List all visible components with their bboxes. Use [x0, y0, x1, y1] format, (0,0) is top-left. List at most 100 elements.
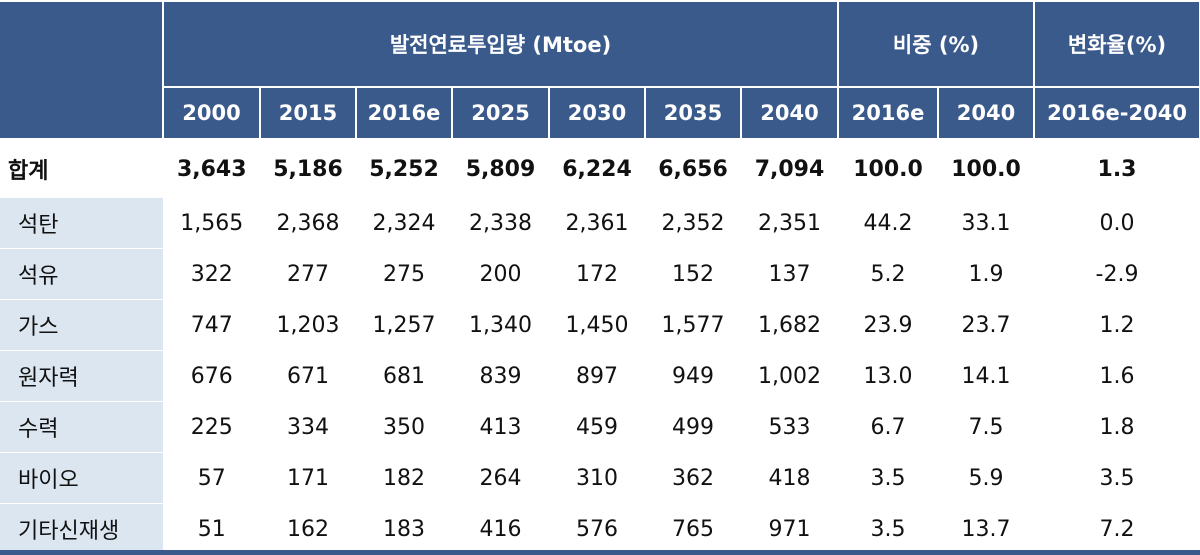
- table-row: 석유 322 277 275 200 172 152 137 5.2 1.9 -…: [0, 248, 1200, 300]
- table-cell: 13.0: [863, 363, 913, 389]
- table-cell: 971: [768, 516, 811, 542]
- table-cell: 275: [383, 261, 425, 287]
- table-cell: 5,186: [273, 156, 343, 182]
- row-label: 원자력: [0, 350, 164, 402]
- table-cell: 5.9: [968, 465, 1004, 491]
- table-cell: 765: [672, 516, 714, 542]
- table-cell: 7.5: [968, 414, 1004, 440]
- table-cell: 681: [383, 363, 425, 389]
- column-header: 2016e-2040: [1033, 86, 1200, 140]
- table-cell: 3.5: [1099, 465, 1135, 491]
- table-cell: 839: [479, 363, 522, 389]
- table-cell: 200: [479, 261, 522, 287]
- table-cell: 137: [768, 261, 811, 287]
- table-cell: 533: [768, 414, 811, 440]
- table-row: 수력 225 334 350 413 459 499 533 6.7 7.5 1…: [0, 401, 1200, 453]
- column-header: 2000: [162, 86, 261, 140]
- table-cell: 671: [287, 363, 329, 389]
- table-cell: 949: [672, 363, 714, 389]
- table-row: 석탄 1,565 2,368 2,324 2,338 2,361 2,352 2…: [0, 198, 1200, 249]
- table-cell: 310: [576, 465, 618, 491]
- row-label: 가스: [0, 299, 164, 351]
- table-cell: 3,643: [176, 156, 247, 182]
- table-cell: 7.2: [1099, 516, 1135, 542]
- table-cell: 172: [576, 261, 618, 287]
- table-cell: 6,656: [658, 156, 728, 182]
- row-label: 바이오: [0, 452, 164, 504]
- table-cell: 459: [576, 414, 618, 440]
- table-cell: 413: [479, 414, 522, 440]
- table-cell: 1.6: [1099, 363, 1135, 389]
- column-header-row: 2000 2015 2016e 2025 2030 2035 2040 2016…: [0, 86, 1200, 140]
- table-cell: 322: [190, 261, 233, 287]
- table-cell: 277: [287, 261, 329, 287]
- table-cell: -2.9: [1095, 261, 1139, 287]
- table-cell: 897: [576, 363, 618, 389]
- table-cell: 416: [479, 516, 522, 542]
- group-header-row: 발전연료투입량 (Mtoe) 비중 (%) 변화율(%): [0, 0, 1200, 140]
- table-cell: 350: [383, 414, 425, 440]
- table-cell: 171: [287, 465, 329, 491]
- table-cell: 1,577: [661, 312, 725, 338]
- table-cell: 2,351: [758, 210, 821, 236]
- table-cell: 334: [287, 414, 329, 440]
- table-cell: 1.2: [1099, 312, 1135, 338]
- table-cell: 3.5: [870, 465, 906, 491]
- table-row: 바이오 57 171 182 264 310 362 418 3.5 5.9 3…: [0, 452, 1200, 504]
- table-cell: 100.0: [853, 156, 923, 182]
- table-cell: 183: [383, 516, 425, 542]
- table-cell: 264: [479, 465, 522, 491]
- table-row-total: 합계 3,643 5,186 5,252 5,809 6,224 6,656 7…: [0, 139, 1200, 198]
- column-header: 2016e: [355, 86, 453, 140]
- table-cell: 747: [190, 312, 233, 338]
- row-label: 합계: [0, 139, 164, 198]
- table-cell: 1,002: [758, 363, 821, 389]
- table-bottom-border: [0, 550, 1200, 555]
- column-header: 2040: [739, 86, 840, 140]
- column-header: 2025: [451, 86, 550, 140]
- table-cell: 1,682: [758, 312, 821, 338]
- table-row: 가스 747 1,203 1,257 1,340 1,450 1,577 1,6…: [0, 299, 1200, 351]
- table-cell: 1.9: [968, 261, 1004, 287]
- row-label: 석탄: [0, 198, 164, 249]
- table-cell: 7,094: [754, 156, 825, 182]
- table-cell: 1,340: [469, 312, 532, 338]
- column-header: 2035: [644, 86, 742, 140]
- table-cell: 5,809: [465, 156, 536, 182]
- table-cell: 100.0: [951, 156, 1021, 182]
- table-cell: 499: [672, 414, 714, 440]
- table-cell: 1.3: [1097, 156, 1137, 182]
- column-header: 2016e: [837, 86, 940, 140]
- column-header: 2040: [937, 86, 1036, 140]
- table-cell: 1,257: [372, 312, 436, 338]
- group-header-change-rate: 변화율(%): [1033, 0, 1200, 88]
- table-cell: 51: [197, 516, 226, 542]
- table-row: 기타신재생 51 162 183 416 576 765 971 3.5 13.…: [0, 503, 1200, 555]
- table-cell: 6,224: [562, 156, 632, 182]
- group-header-fuel-input: 발전연료투입량 (Mtoe): [161, 0, 840, 88]
- table-cell: 2,352: [661, 210, 725, 236]
- table-cell: 23.9: [863, 312, 913, 338]
- table-cell: 1,450: [565, 312, 629, 338]
- column-header: 2030: [548, 86, 646, 140]
- corner-header-cell: [0, 0, 164, 140]
- table-cell: 225: [190, 414, 233, 440]
- table-cell: 1,565: [180, 210, 244, 236]
- table-cell: 362: [672, 465, 714, 491]
- table-cell: 5.2: [870, 261, 906, 287]
- table-cell: 2,368: [276, 210, 340, 236]
- column-header: 2015: [259, 86, 357, 140]
- row-label: 수력: [0, 401, 164, 453]
- table-cell: 2,361: [565, 210, 629, 236]
- group-header-share: 비중 (%): [837, 0, 1036, 88]
- table-cell: 5,252: [369, 156, 439, 182]
- table-cell: 2,338: [469, 210, 532, 236]
- table-cell: 152: [672, 261, 714, 287]
- table-cell: 3.5: [870, 516, 906, 542]
- table-cell: 418: [768, 465, 811, 491]
- table-cell: 57: [197, 465, 226, 491]
- table-cell: 1,203: [276, 312, 340, 338]
- table-cell: 2,324: [372, 210, 436, 236]
